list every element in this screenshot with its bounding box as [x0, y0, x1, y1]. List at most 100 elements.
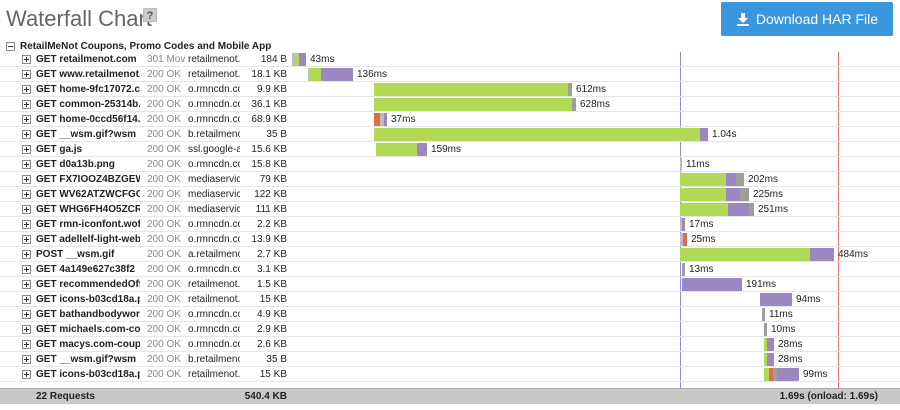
collapse-icon[interactable] [6, 41, 15, 51]
request-size: 15.6 KB [251, 144, 287, 155]
request-url: GET icons-b03cd18a.png [36, 369, 140, 380]
expand-icon[interactable] [22, 355, 31, 364]
request-row[interactable]: GET recommendedOffers 200 OK retailmenot. 1… [0, 277, 900, 292]
request-url: GET rmn-iconfont.woff [36, 219, 140, 230]
request-status: 200 OK [147, 204, 181, 215]
timing-bar: 10ms [290, 322, 900, 337]
request-duration: 136ms [357, 69, 388, 80]
expand-icon[interactable] [22, 70, 31, 79]
timing-segment-wait [680, 173, 726, 186]
request-status: 200 OK [147, 294, 181, 305]
expand-icon[interactable] [22, 205, 31, 214]
timing-bar: 612ms [290, 82, 900, 97]
request-duration: 28ms [778, 354, 803, 365]
request-domain: o.rmncdn.com [188, 264, 240, 275]
request-size: 35 B [266, 129, 287, 140]
request-row[interactable]: GET WV62ATZWCFGO 200 OK mediaservices 122 K… [0, 187, 900, 202]
page-group-header[interactable]: RetailMeNot Coupons, Promo Codes and Mob… [6, 38, 271, 54]
expand-icon[interactable] [22, 265, 31, 274]
expand-icon[interactable] [22, 235, 31, 244]
request-size: 2.9 KB [256, 324, 287, 335]
timing-segment-send [762, 308, 765, 321]
expand-icon[interactable] [22, 115, 31, 124]
expand-icon[interactable] [22, 160, 31, 169]
request-row[interactable]: GET WHG6FH4O5ZCR 200 OK mediaservices 111 K… [0, 202, 900, 217]
request-row[interactable]: GET 4a149e627c38f2 200 OK o.rmncdn.com 3.1 … [0, 262, 900, 277]
request-row[interactable]: GET icons-b03cd18a.png 200 OK retailmenot.… [0, 292, 900, 307]
request-row[interactable]: GET rmn-iconfont.woff 200 OK o.rmncdn.com 2… [0, 217, 900, 232]
timing-bar: 1.04s [290, 127, 900, 142]
timing-segment-wait [374, 128, 700, 141]
request-status: 200 OK [147, 279, 181, 290]
request-row[interactable]: GET bathandbodyworks 200 OK o.rmncdn.com 4.… [0, 307, 900, 322]
timing-segment-send [740, 188, 749, 201]
request-row[interactable]: GET home-9fc17072.css 200 OK o.rmncdn.com 9… [0, 82, 900, 97]
request-row[interactable]: GET d0a13b.png 200 OK o.rmncdn.com 15.8 KB 1… [0, 157, 900, 172]
expand-icon[interactable] [22, 280, 31, 289]
timing-segment-blocked [292, 53, 296, 66]
request-duration: 28ms [778, 339, 803, 350]
request-row[interactable]: GET common-25314b.js 200 OK o.rmncdn.com 36… [0, 97, 900, 112]
timing-segment-receive [777, 368, 799, 381]
expand-icon[interactable] [22, 55, 31, 64]
request-url: GET FX7IOOZ4BZGEW [36, 174, 140, 185]
expand-icon[interactable] [22, 370, 31, 379]
request-row[interactable]: GET __wsm.gif?wsm 200 OK b.retailmenot 35 B… [0, 352, 900, 367]
request-row[interactable]: GET adellelf-light-webfont 200 OK o.rmncdn… [0, 232, 900, 247]
timing-bar: 225ms [290, 187, 900, 202]
expand-icon[interactable] [22, 190, 31, 199]
request-row[interactable]: GET home-0ccd56f14.js 200 OK o.rmncdn.com 6… [0, 112, 900, 127]
expand-icon[interactable] [22, 100, 31, 109]
expand-icon[interactable] [22, 250, 31, 259]
request-row[interactable]: GET macys.com-coupons 200 OK o.rmncdn.com 2… [0, 337, 900, 352]
timing-segment-wait [680, 203, 728, 216]
request-duration: 484ms [838, 249, 869, 260]
request-row[interactable]: POST __wsm.gif 200 OK a.retailmenot 2.7 KB 4… [0, 247, 900, 262]
request-row[interactable]: GET retailmenot.com 301 Movedretailmenot.… [0, 52, 900, 67]
expand-icon[interactable] [22, 310, 31, 319]
timing-segment-wait [374, 83, 568, 96]
timing-segment-receive [700, 128, 708, 141]
timing-segment-send [572, 98, 576, 111]
request-url: POST __wsm.gif [36, 249, 115, 260]
request-duration: 11ms [769, 309, 793, 320]
request-domain: mediaservices [188, 174, 240, 185]
request-row[interactable]: GET michaels.com-coupons 200 OK o.rmncdn.c… [0, 322, 900, 337]
request-duration: 11ms [686, 159, 710, 170]
expand-icon[interactable] [22, 175, 31, 184]
request-row[interactable]: GET FX7IOOZ4BZGEW 200 OK mediaservices 79 K… [0, 172, 900, 187]
expand-icon[interactable] [22, 85, 31, 94]
expand-icon[interactable] [22, 325, 31, 334]
request-row[interactable]: GET __wsm.gif?wsm 200 OK b.retailmenot 35 B… [0, 127, 900, 142]
request-duration: 191ms [746, 279, 777, 290]
request-size: 15 KB [259, 294, 287, 305]
download-har-button[interactable]: Download HAR File [721, 2, 893, 36]
timing-segment-send [749, 203, 754, 216]
request-size: 15 KB [259, 369, 287, 380]
expand-icon[interactable] [22, 340, 31, 349]
request-domain: ssl.google-a [188, 144, 240, 155]
timing-segment-receive [384, 113, 387, 126]
request-row[interactable]: GET ga.js 200 OK ssl.google-a 15.6 KB 159ms [0, 142, 900, 157]
request-url: GET icons-b03cd18a.png [36, 294, 140, 305]
request-size: 15.8 KB [251, 159, 287, 170]
timing-segment-receive [767, 353, 774, 366]
expand-icon[interactable] [22, 295, 31, 304]
request-status: 200 OK [147, 84, 181, 95]
request-duration: 25ms [691, 234, 716, 245]
expand-icon[interactable] [22, 145, 31, 154]
timing-segment-receive [726, 173, 736, 186]
request-url: GET www.retailmenot.com [36, 69, 140, 80]
timing-segment-blocked [680, 218, 682, 231]
request-status: 200 OK [147, 114, 181, 125]
request-row[interactable]: GET icons-b03cd18a.png 200 OK retailmenot.… [0, 367, 900, 382]
request-size: 111 KB [255, 204, 287, 215]
request-row[interactable]: GET www.retailmenot.com 200 OK retailmenot… [0, 67, 900, 82]
request-domain: o.rmncdn.com [188, 324, 240, 335]
timing-segment-receive [682, 218, 685, 231]
expand-icon[interactable] [22, 220, 31, 229]
request-url: GET __wsm.gif?wsm [36, 354, 137, 365]
help-icon[interactable]: ? [143, 8, 157, 22]
expand-icon[interactable] [22, 130, 31, 139]
